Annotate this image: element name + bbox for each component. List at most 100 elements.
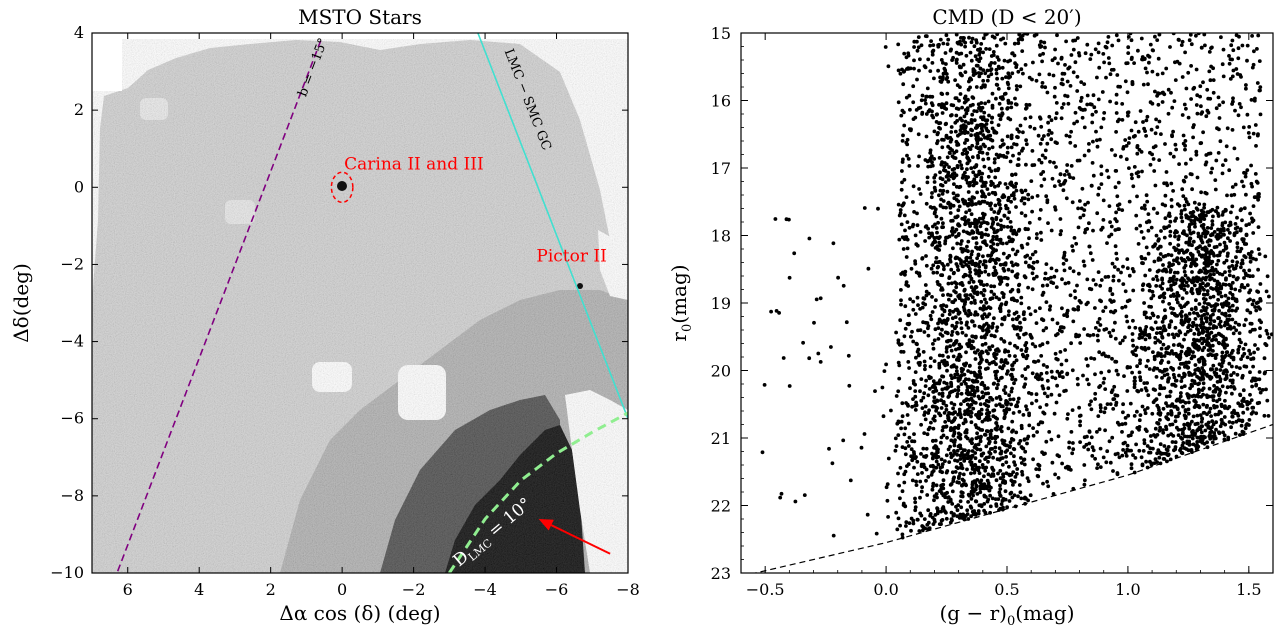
cmd-star-point xyxy=(972,400,977,405)
cmd-star-point xyxy=(931,417,936,421)
cmd-star-point xyxy=(1123,450,1128,455)
cmd-star-point xyxy=(931,379,936,384)
cmd-star-point xyxy=(1224,368,1228,372)
cmd-star-point xyxy=(1033,344,1038,349)
cmd-star-point xyxy=(1196,346,1201,351)
cmd-star-point xyxy=(1145,70,1149,75)
cmd-star-point xyxy=(956,208,961,213)
cmd-star-point xyxy=(1133,325,1138,330)
cmd-star-point xyxy=(931,48,936,53)
cmd-star-point xyxy=(1203,162,1208,167)
cmd-star-point xyxy=(1230,348,1235,353)
cmd-star-point xyxy=(1195,440,1200,444)
cmd-star-point xyxy=(999,106,1004,111)
cmd-star-point xyxy=(1011,411,1016,415)
cmd-star-point xyxy=(1205,289,1210,293)
cmd-star-point xyxy=(894,510,899,515)
cmd-star-point xyxy=(1080,186,1085,191)
lmc-arrow-head xyxy=(538,519,554,531)
cmd-star-point xyxy=(950,329,955,334)
cmd-star-point xyxy=(896,433,901,437)
cmd-star-point xyxy=(962,100,967,105)
cmd-star-point xyxy=(969,199,974,204)
cmd-star-point xyxy=(1001,496,1006,501)
cmd-star-point xyxy=(1130,176,1134,181)
cmd-star-point xyxy=(925,493,930,497)
cmd-star-point xyxy=(1114,111,1119,115)
cmd-star-point xyxy=(922,330,927,334)
cmd-star-point xyxy=(995,386,999,391)
cmd-star-point xyxy=(969,420,974,425)
cmd-star-point xyxy=(1007,309,1011,314)
cmd-star-point xyxy=(916,35,921,39)
cmd-star-point xyxy=(1148,446,1153,451)
cmd-star-point xyxy=(1073,110,1078,115)
cmd-star-point xyxy=(1135,364,1139,369)
cmd-star-point xyxy=(1246,131,1251,135)
cmd-star-point xyxy=(949,455,954,460)
cmd-star-point xyxy=(928,356,933,360)
cmd-star-point xyxy=(966,239,971,244)
cmd-star-point xyxy=(940,334,945,338)
cmd-star-point xyxy=(911,397,915,401)
cmd-star-point xyxy=(1231,96,1235,101)
cmd-star-point xyxy=(1005,282,1010,287)
cmd-star-point xyxy=(1083,107,1087,112)
cmd-star-point xyxy=(1110,261,1115,266)
cmd-star-point xyxy=(989,253,994,257)
cmd-star-point xyxy=(1184,291,1189,295)
cmd-star-point xyxy=(1256,247,1261,252)
cmd-star-point xyxy=(935,230,939,235)
cmd-star-point xyxy=(1235,241,1240,246)
cmd-star-point xyxy=(1200,240,1205,245)
cmd-star-point xyxy=(1166,433,1171,438)
cmd-star-point xyxy=(1152,259,1157,264)
cmd-star-point xyxy=(1031,433,1036,438)
cmd-star-point xyxy=(1212,308,1217,312)
cmd-star-point xyxy=(1223,398,1227,403)
cmd-star-point xyxy=(969,300,974,305)
cmd-star-point xyxy=(1098,409,1103,414)
cmd-star-point xyxy=(1137,370,1142,375)
cmd-star-point xyxy=(1147,268,1152,272)
cmd-star-point xyxy=(986,156,991,161)
cmd-star-point xyxy=(1055,383,1059,388)
cmd-star-point xyxy=(1111,328,1116,333)
cmd-star-point xyxy=(932,359,937,363)
cmd-star-point xyxy=(1251,131,1256,136)
cmd-star-point xyxy=(1028,115,1033,120)
cmd-star-point xyxy=(956,431,961,436)
cmd-star-point xyxy=(1201,375,1205,380)
cmd-star-point xyxy=(1066,467,1071,471)
cmd-star-point xyxy=(967,208,972,213)
cmd-star-point xyxy=(1249,181,1254,186)
cmd-star-point xyxy=(1102,60,1106,65)
cmd-star-point xyxy=(1255,401,1260,406)
cmd-star-point xyxy=(1158,326,1163,330)
cmd-star-point xyxy=(1184,240,1189,245)
cmd-star-point xyxy=(924,263,929,268)
cmd-star-point xyxy=(898,318,903,323)
cmd-star-point xyxy=(969,58,974,63)
cmd-star-point xyxy=(1028,332,1033,337)
cmd-star-point xyxy=(1221,100,1225,105)
cmd-star-point xyxy=(899,419,904,424)
cmd-star-point xyxy=(911,100,916,105)
cmd-star-point xyxy=(965,388,970,393)
cmd-star-point xyxy=(982,502,987,506)
cmd-star-point xyxy=(1168,422,1173,427)
cmd-star-point xyxy=(903,304,908,309)
cmd-star-point xyxy=(1227,420,1232,424)
cmd-star-point xyxy=(1184,447,1189,451)
cmd-star-point xyxy=(983,259,988,264)
cmd-star-point xyxy=(987,410,992,415)
cmd-star-point xyxy=(1065,314,1070,319)
cmd-star-point xyxy=(1120,305,1125,310)
cmd-star-point xyxy=(1165,452,1170,457)
cmd-star-point xyxy=(1009,260,1014,265)
cmd-star-point xyxy=(953,372,958,377)
cmd-star-point xyxy=(940,137,944,142)
cmd-star-point xyxy=(980,419,985,424)
cmd-star-point xyxy=(937,361,942,366)
cmd-star-point xyxy=(976,509,981,513)
